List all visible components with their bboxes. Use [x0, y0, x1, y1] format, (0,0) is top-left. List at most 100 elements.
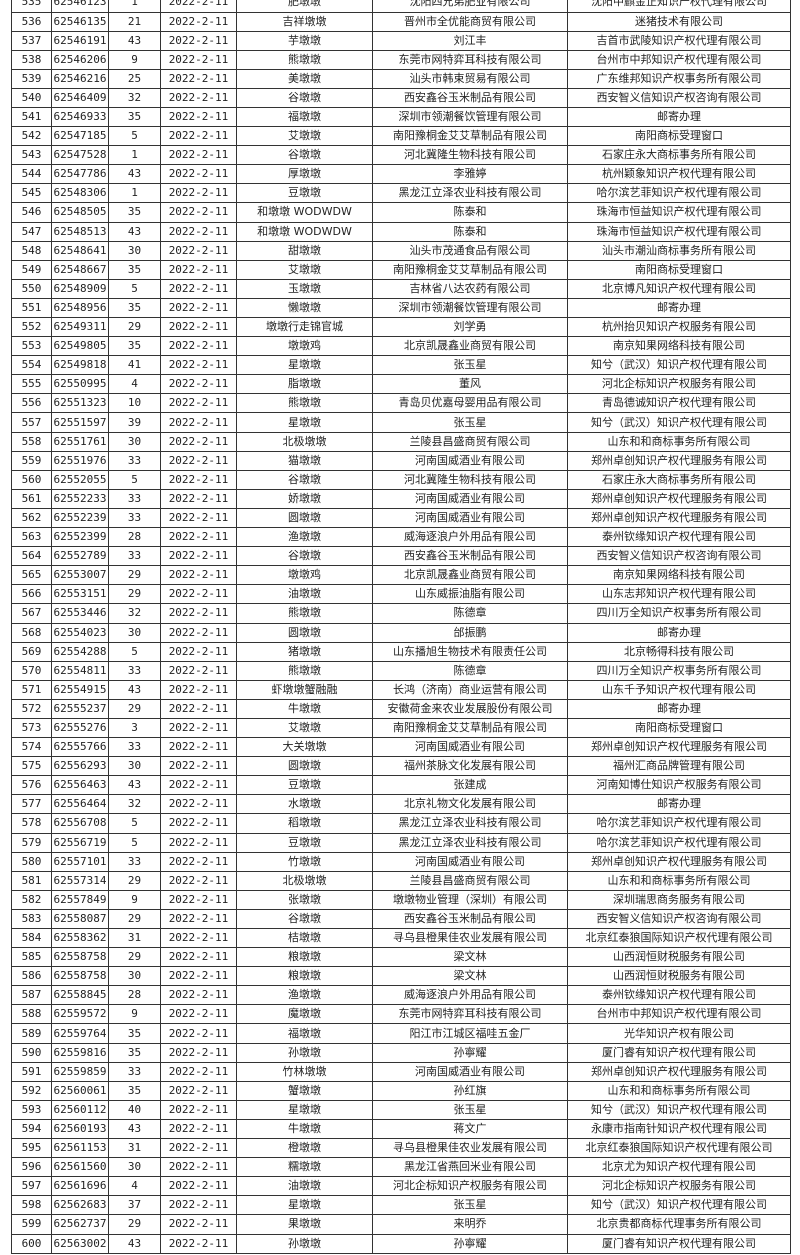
agent-cell: 北京红泰狼国际知识产权代理有限公司 [567, 1138, 791, 1159]
date-cell: 2022-2-11 [160, 507, 237, 529]
date-cell: 2022-2-11 [160, 527, 237, 548]
trademark-name-cell: 北极墩墩 [236, 870, 373, 891]
applicant-cell: 黑龙江立泽农业科技有限公司 [372, 832, 568, 853]
trademark-name-cell: 渔墩墩 [236, 527, 373, 548]
table-row: 538 62546206 9 2022-2-11 熊墩墩 东莞市网特弈耳科技有限公司 台州市… [11, 49, 791, 70]
class-cell: 43 [108, 679, 161, 700]
row-index-cell: 585 [11, 947, 52, 968]
applicant-cell: 西安鑫谷玉米制品有限公司 [372, 87, 568, 108]
class-cell: 21 [108, 11, 161, 32]
class-cell: 35 [108, 1042, 161, 1063]
trademark-name-cell: 懒墩墩 [236, 297, 373, 319]
table-row: 593 62560112 40 2022-2-11 星墩墩 张玉星 知兮（武汉）知识产权代理… [11, 1099, 791, 1120]
agent-cell: 邮寄办理 [567, 106, 791, 128]
class-cell: 9 [108, 49, 161, 70]
applicant-cell: 河南国威酒业有限公司 [372, 1061, 568, 1082]
registration-number-cell: 62547786 [51, 164, 109, 185]
table-row: 560 62552055 5 2022-2-11 谷墩墩 河北冀隆生物科技有限公司 石家庄永… [11, 469, 791, 490]
date-cell: 2022-2-11 [160, 1099, 237, 1120]
applicant-cell: 张玉星 [372, 412, 568, 433]
trademark-name-cell: 猪墩墩 [236, 641, 373, 662]
class-cell: 5 [108, 278, 161, 299]
registration-number-cell: 62554915 [51, 679, 109, 700]
agent-cell: 北京贵都商标代理事务所有限公司 [567, 1214, 791, 1235]
registration-number-cell: 62561153 [51, 1138, 109, 1159]
row-index-cell: 591 [11, 1061, 52, 1082]
row-index-cell: 546 [11, 202, 52, 223]
table-row: 599 62562737 29 2022-2-11 果墩墩 来明乔 北京贵都商标代理事务所有… [11, 1214, 791, 1235]
table-row: 540 62546409 32 2022-2-11 谷墩墩 西安鑫谷玉米制品有限公司 西安智… [11, 87, 791, 108]
registration-number-cell: 62548513 [51, 221, 109, 242]
registration-number-cell: 62559764 [51, 1023, 109, 1044]
applicant-cell: 寻乌县橙果佳农业发展有限公司 [372, 927, 568, 949]
trademark-name-cell: 蟹墩墩 [236, 1080, 373, 1101]
table-row: 564 62552789 33 2022-2-11 谷墩墩 西安鑫谷玉米制品有限公司 西安智… [11, 546, 791, 567]
registration-number-cell: 62551761 [51, 431, 109, 452]
applicant-cell: 寻乌县橙果佳农业发展有限公司 [372, 1138, 568, 1159]
applicant-cell: 山东播旭生物技术有限责任公司 [372, 641, 568, 662]
registration-number-cell: 62551323 [51, 393, 109, 414]
agent-cell: 四川万全知识产权事务所有限公司 [567, 660, 791, 681]
registration-number-cell: 62547185 [51, 126, 109, 147]
date-cell: 2022-2-11 [160, 1061, 237, 1082]
row-index-cell: 536 [11, 11, 52, 32]
date-cell: 2022-2-11 [160, 832, 237, 853]
registration-number-cell: 62556719 [51, 832, 109, 853]
table-row: 546 62548505 35 2022-2-11 和墩墩 WODWDW 陈泰和 珠海市恒益… [11, 202, 791, 223]
date-cell: 2022-2-11 [160, 794, 237, 815]
trademark-name-cell: 娇墩墩 [236, 488, 373, 509]
date-cell: 2022-2-11 [160, 927, 237, 949]
class-cell: 28 [108, 527, 161, 548]
class-cell: 35 [108, 336, 161, 357]
applicant-cell: 陈德章 [372, 660, 568, 681]
date-cell: 2022-2-11 [160, 259, 237, 280]
trademark-name-cell: 水墩墩 [236, 794, 373, 815]
applicant-cell: 南阳豫桐金艾艾草制品有限公司 [372, 126, 568, 147]
class-cell: 1 [108, 0, 161, 13]
date-cell: 2022-2-11 [160, 870, 237, 891]
class-cell: 29 [108, 565, 161, 586]
date-cell: 2022-2-11 [160, 660, 237, 681]
registration-number-cell: 62552239 [51, 507, 109, 529]
agent-cell: 北京尤为知识产权代理有限公司 [567, 1157, 791, 1178]
trademark-name-cell: 魔墩墩 [236, 1004, 373, 1025]
date-cell: 2022-2-11 [160, 164, 237, 185]
table-row: 570 62554811 33 2022-2-11 熊墩墩 陈德章 四川万全知识产权事务所有… [11, 660, 791, 681]
agent-cell: 山东志邦知识产权代理有限公司 [567, 584, 791, 605]
class-cell: 29 [108, 947, 161, 968]
applicant-cell: 蒋文广 [372, 1118, 568, 1140]
row-index-cell: 565 [11, 565, 52, 586]
registration-number-cell: 62549311 [51, 316, 109, 338]
registration-number-cell: 62554023 [51, 622, 109, 643]
class-cell: 1 [108, 183, 161, 204]
row-index-cell: 580 [11, 851, 52, 872]
applicant-cell: 威海逐浪户外用品有限公司 [372, 985, 568, 1006]
registration-number-cell: 62548505 [51, 202, 109, 223]
class-cell: 31 [108, 1138, 161, 1159]
row-index-cell: 574 [11, 737, 52, 758]
registration-number-cell: 62548956 [51, 297, 109, 319]
row-index-cell: 547 [11, 221, 52, 242]
date-cell: 2022-2-11 [160, 813, 237, 834]
trademark-name-cell: 脂墩墩 [236, 374, 373, 395]
registration-number-cell: 62548641 [51, 240, 109, 261]
registration-number-cell: 62552233 [51, 488, 109, 509]
applicant-cell: 河南国威酒业有限公司 [372, 737, 568, 758]
row-index-cell: 554 [11, 355, 52, 376]
table-row: 594 62560193 43 2022-2-11 牛墩墩 蒋文广 永康市指南针知识产权代理… [11, 1118, 791, 1140]
applicant-cell: 河南国威酒业有限公司 [372, 450, 568, 471]
table-row: 559 62551976 33 2022-2-11 猫墩墩 河南国威酒业有限公司 郑州卓创知… [11, 450, 791, 471]
table-row: 578 62556708 5 2022-2-11 稻墩墩 黑龙江立泽农业科技有限公司 哈尔滨… [11, 813, 791, 834]
class-cell: 35 [108, 106, 161, 128]
row-index-cell: 583 [11, 908, 52, 930]
table-row: 591 62559859 33 2022-2-11 竹林墩墩 河南国威酒业有限公司 郑州卓创… [11, 1061, 791, 1082]
table-row: 556 62551323 10 2022-2-11 熊墩墩 青岛贝优嘉母婴用品有限公司 青岛… [11, 393, 791, 414]
date-cell: 2022-2-11 [160, 145, 237, 166]
agent-cell: 郑州卓创知识产权代理服务有限公司 [567, 450, 791, 471]
table-row: 573 62555276 3 2022-2-11 艾墩墩 南阳豫桐金艾艾草制品有限公司 南阳… [11, 717, 791, 739]
registration-number-cell: 62557101 [51, 851, 109, 872]
agent-cell: 北京博凡知识产权代理有限公司 [567, 278, 791, 299]
row-index-cell: 597 [11, 1176, 52, 1197]
class-cell: 30 [108, 431, 161, 452]
table-row: 565 62553007 29 2022-2-11 墩墩鸡 北京凯晟鑫业商贸有限公司 南京知… [11, 565, 791, 586]
